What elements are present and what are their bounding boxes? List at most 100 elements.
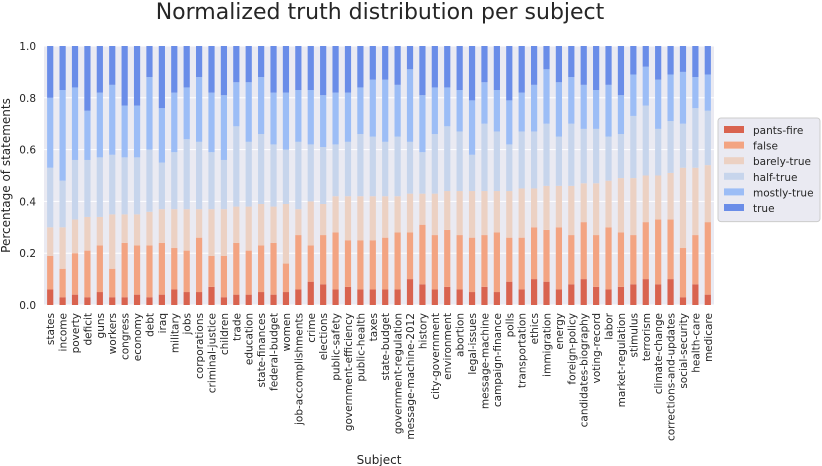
bar-segment-barely-true (208, 209, 215, 256)
x-tick-label: polls (504, 313, 516, 337)
bar-segment-half-true (158, 162, 165, 210)
bar-segment-mostly-true (481, 82, 488, 124)
bar-segment-pants-fire (84, 297, 91, 305)
bar-segment-false (630, 235, 637, 285)
x-tick-label: campaign-finance (492, 313, 504, 407)
bar-segment-pants-fire (270, 294, 277, 305)
bar-segment-true (394, 46, 401, 85)
bar-segment-barely-true (146, 211, 153, 246)
bar-segment-mostly-true (96, 92, 103, 158)
x-tick-label: public-safety (331, 313, 343, 381)
bar-segment-barely-true (47, 227, 54, 256)
bar-segment-barely-true (59, 227, 66, 269)
bar-segment-mostly-true (320, 95, 327, 148)
bar-segment-barely-true (109, 214, 116, 269)
x-tick-label: education (244, 313, 256, 365)
bar-segment-half-true (344, 141, 352, 197)
bar-segment-pants-fire (506, 281, 513, 305)
bar-segment-false (146, 245, 153, 298)
bar-segment-true (419, 46, 426, 96)
bar-segment-barely-true (71, 219, 79, 254)
bar-segment-half-true (617, 134, 625, 179)
bar-segment-pants-fire (208, 286, 215, 305)
bar-segment-pants-fire (493, 292, 500, 305)
bar-segment-barely-true (96, 216, 103, 246)
bar-segment-pants-fire (642, 279, 649, 305)
bar-segment-mostly-true (344, 92, 352, 142)
bar-segment-barely-true (121, 214, 128, 243)
x-tick-label: children (219, 313, 231, 355)
bar-segment-half-true (543, 123, 550, 186)
bar-segment-true (258, 46, 265, 78)
bar-segment-pants-fire (369, 289, 376, 305)
bar-segment-false (369, 240, 376, 290)
bar-segment-pants-fire (431, 289, 438, 305)
bar-segment-half-true (692, 108, 699, 168)
bar-segment-false (158, 242, 165, 295)
bar-segment-barely-true (320, 203, 327, 236)
bar-segment-false (617, 232, 625, 287)
x-tick-label: crime (306, 313, 318, 343)
x-tick-label: poverty (70, 313, 82, 353)
bar-segment-barely-true (183, 209, 190, 251)
bar-segment-half-true (382, 141, 389, 197)
bar-segment-half-true (444, 126, 451, 192)
bar-segment-false (481, 235, 488, 287)
bar-segment-mostly-true (121, 105, 128, 158)
bar-segment-pants-fire (419, 284, 426, 305)
bar-segment-true (332, 46, 339, 93)
bar-segment-barely-true (233, 206, 240, 243)
bar-segment-false (530, 227, 538, 280)
bar-segment-half-true (580, 128, 587, 184)
bar-segment-pants-fire (593, 286, 600, 305)
bar-segment-half-true (59, 180, 66, 228)
bar-segment-false (493, 232, 500, 293)
bar-segment-pants-fire (158, 294, 165, 305)
bar-segment-pants-fire (481, 286, 488, 305)
bar-segment-half-true (456, 131, 463, 192)
bar-segment-true (468, 46, 476, 101)
bar-segment-barely-true (84, 216, 91, 251)
bar-segment-false (593, 235, 600, 287)
bar-segment-mostly-true (158, 108, 165, 163)
bar-segment-barely-true (630, 178, 637, 236)
bar-segment-half-true (394, 136, 401, 197)
bar-segment-false (307, 245, 314, 282)
x-tick-label: labor (604, 312, 616, 339)
bar-segment-barely-true (704, 165, 711, 223)
bar-segment-half-true (593, 128, 600, 184)
bar-segment-barely-true (593, 183, 600, 236)
bar-segment-false (208, 255, 215, 287)
bar-segment-barely-true (530, 188, 538, 228)
bar-segment-false (419, 224, 426, 285)
bar-segment-half-true (245, 141, 252, 207)
y-tick-label: 0.8 (19, 93, 36, 105)
y-tick-label: 0.4 (19, 196, 36, 208)
x-tick-label: trade (231, 313, 243, 341)
bar-segment-mostly-true (109, 84, 116, 155)
bar-segment-half-true (357, 134, 364, 197)
bar-segment-half-true (406, 141, 414, 194)
bar-segment-pants-fire (543, 281, 550, 305)
bar-segment-true (692, 46, 699, 78)
bar-segment-true (220, 46, 228, 96)
bar-segment-false (332, 232, 339, 290)
x-tick-label: terrorism (641, 313, 653, 361)
x-tick-label: jobs (182, 313, 194, 335)
bar-segment-half-true (493, 131, 500, 192)
bar-segment-barely-true (332, 196, 339, 233)
bar-segment-false (233, 242, 240, 295)
legend-label-barely-true: barely-true (753, 156, 811, 168)
bar-segment-mostly-true (394, 84, 401, 137)
x-tick-label: environment (442, 313, 454, 380)
bar-segment-half-true (419, 152, 426, 194)
bar-segment-pants-fire (692, 284, 699, 305)
bar-segment-false (456, 235, 463, 290)
bar-segment-pants-fire (320, 284, 327, 305)
legend-swatch-mostly-true (724, 188, 744, 196)
x-tick-label: income (58, 313, 70, 351)
bar-segment-true (270, 46, 277, 93)
bar-segment-false (183, 250, 190, 293)
x-tick-label: city-government (430, 313, 442, 400)
bar-segment-barely-true (642, 175, 649, 223)
